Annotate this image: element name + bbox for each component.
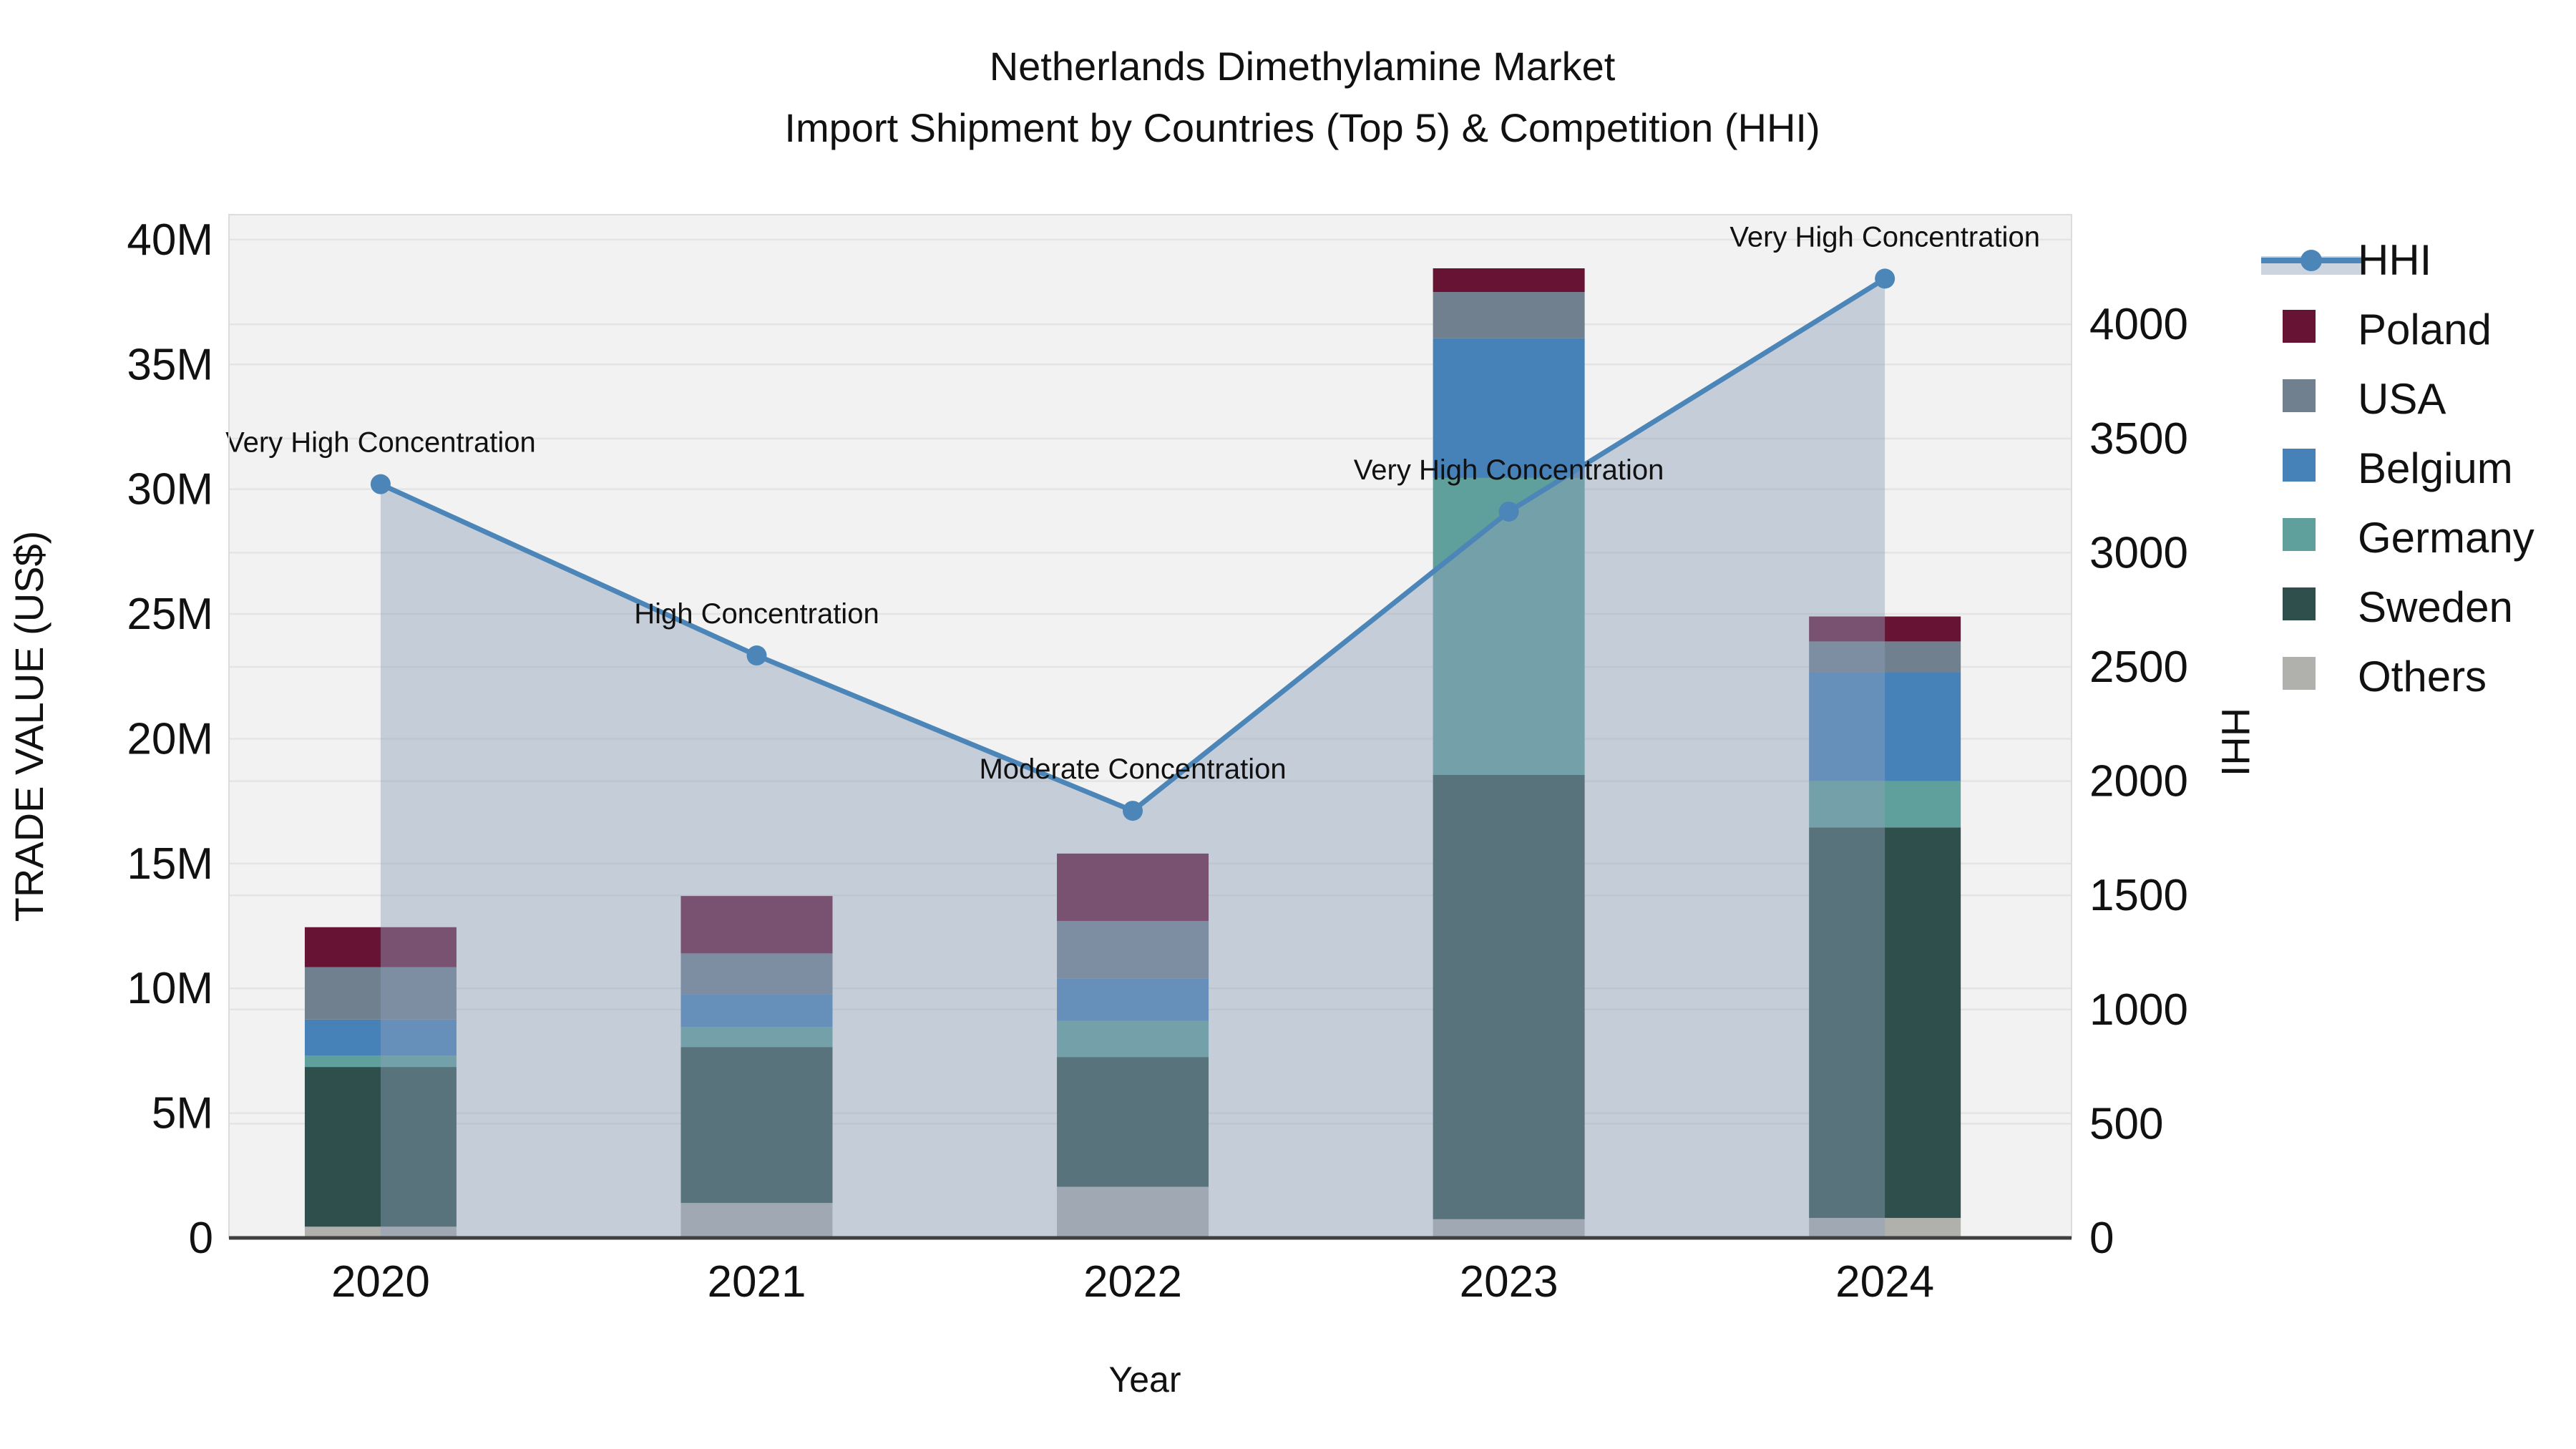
bar-segment-sweden-2020 [304,1067,457,1227]
bar-segment-germany-2023 [1433,477,1585,776]
bar-segment-others-2023 [1433,1219,1585,1238]
hhi-marker-2020 [370,474,391,494]
hhi-annotation-2022: Moderate Concentration [979,753,1286,785]
bar-segment-sweden-2022 [1057,1057,1209,1187]
stacked-bars [304,268,1961,1238]
right-tick-3500: 3500 [2089,414,2188,464]
bar-segment-others-2020 [304,1226,457,1238]
hhi-markers [370,268,1896,821]
hhi-marker-2021 [746,645,767,666]
legend-swatch-usa [2283,379,2316,412]
legend-label-germany: Germany [2358,514,2534,562]
legend-swatch-belgium [2283,449,2316,482]
hhi-annotation-2021: High Concentration [634,598,879,630]
right-tick-3000: 3000 [2089,528,2188,577]
bar-segment-usa-2020 [304,967,457,1020]
legend-swatch-poland [2283,310,2316,343]
hhi-annotation-2023: Very High Concentration [1354,454,1664,486]
y-axis-label-right: HHI [2213,708,2258,776]
legend: HHI Poland USA Belgium Germany Sweden Others [2261,236,2534,701]
legend-label-usa: USA [2358,375,2446,423]
bar-segment-germany-2024 [1809,781,1961,828]
hhi-marker-2022 [1123,801,1143,821]
bar-segment-germany-2022 [1057,1020,1209,1058]
bar-segment-germany-2021 [680,1027,833,1048]
right-tick-0: 0 [2089,1214,2114,1263]
right-tick-1000: 1000 [2089,985,2188,1035]
legend-label-hhi: HHI [2358,236,2431,284]
bar-segment-poland-2022 [1057,853,1209,922]
bar-segment-belgium-2023 [1433,338,1585,478]
left-tick-5M: 5M [152,1089,213,1138]
legend-label-poland: Poland [2358,306,2492,353]
x-tick-2023: 2023 [1460,1257,1558,1307]
left-tick-30M: 30M [127,465,213,514]
hhi-annotation-2020: Very High Concentration [225,427,536,459]
x-tick-2022: 2022 [1083,1257,1182,1307]
legend-label-belgium: Belgium [2358,444,2513,492]
legend-swatch-sweden [2283,587,2316,620]
x-tick-2024: 2024 [1835,1257,1934,1307]
bar-segment-others-2022 [1057,1186,1209,1238]
bar-segment-poland-2024 [1809,616,1961,642]
bar-segment-poland-2021 [680,896,833,954]
x-axis-label: Year [1108,1360,1181,1400]
bar-segment-poland-2020 [304,927,457,967]
left-tick-0: 0 [189,1214,213,1263]
bar-segment-usa-2023 [1433,292,1585,338]
bar-segment-usa-2024 [1809,641,1961,673]
legend-label-sweden: Sweden [2358,583,2513,631]
y-axis-label-left: TRADE VALUE (US$) [6,531,52,922]
bar-segment-usa-2021 [680,953,833,995]
legend-swatch-others [2283,657,2316,690]
right-tick-2000: 2000 [2089,757,2188,806]
left-tick-25M: 25M [127,590,213,639]
right-tick-4000: 4000 [2089,300,2188,349]
bar-segment-belgium-2021 [680,994,833,1028]
bar-segment-belgium-2024 [1809,673,1961,781]
annotations: Very High Concentration High Concentratio… [225,221,2040,785]
x-tick-2020: 2020 [331,1257,430,1307]
bar-segment-usa-2022 [1057,921,1209,979]
right-tick-1500: 1500 [2089,871,2188,920]
bar-segment-germany-2020 [304,1055,457,1068]
right-tick-2500: 2500 [2089,643,2188,692]
hhi-annotation-2024: Very High Concentration [1729,221,2040,253]
bar-segment-sweden-2024 [1809,827,1961,1219]
bar-segment-sweden-2023 [1433,775,1585,1219]
bar-segment-others-2024 [1809,1218,1961,1238]
hhi-marker-2023 [1498,501,1519,522]
bar-segment-others-2021 [680,1203,833,1238]
right-tick-500: 500 [2089,1099,2163,1148]
left-tick-20M: 20M [127,714,213,763]
chart-title-line1: Netherlands Dimethylamine Market [990,44,1616,89]
bar-segment-belgium-2020 [304,1019,457,1056]
hhi-marker-2024 [1875,268,1896,289]
chart-title-line2: Import Shipment by Countries (Top 5) & C… [784,105,1820,150]
legend-label-others: Others [2358,653,2487,701]
bar-segment-poland-2023 [1433,268,1585,293]
left-tick-15M: 15M [127,839,213,889]
x-tick-2021: 2021 [708,1257,806,1307]
axis-ticks: 0 5M 10M 15M 20M 25M 30M 35M 40M 0 500 1000 1500 2000… [127,215,2188,1307]
left-tick-40M: 40M [127,215,213,265]
legend-swatch-germany [2283,518,2316,551]
bar-segment-sweden-2021 [680,1047,833,1204]
bar-segment-belgium-2022 [1057,978,1209,1021]
legend-hhi-marker-sample [2301,250,2322,271]
left-tick-35M: 35M [127,340,213,389]
left-tick-10M: 10M [127,964,213,1013]
